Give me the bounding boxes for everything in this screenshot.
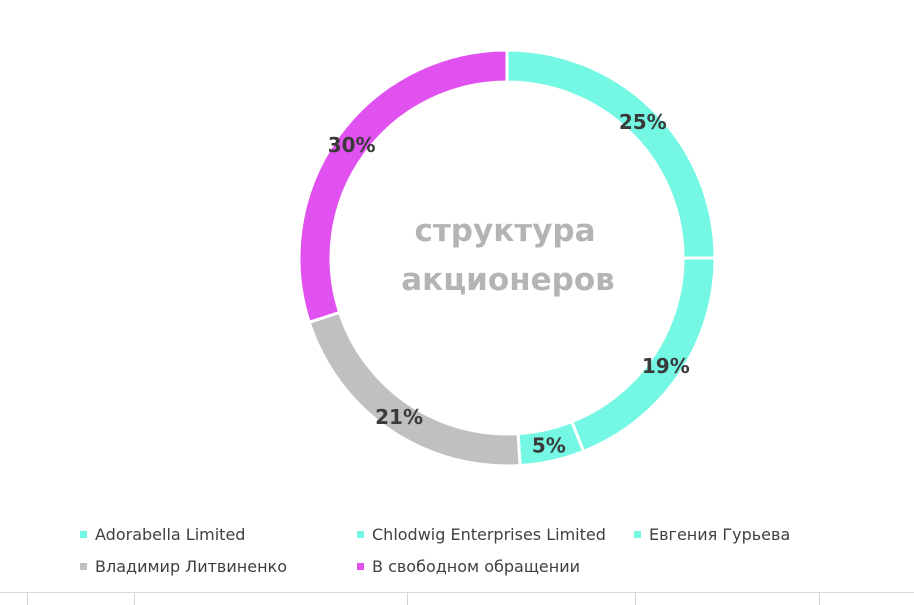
legend-item-adorabella[interactable]: Adorabella Limited	[80, 525, 245, 544]
column-divider	[635, 593, 636, 605]
legend-swatch	[80, 531, 87, 538]
legend-item-free-float[interactable]: В свободном обращении	[357, 557, 580, 576]
column-divider	[134, 593, 135, 605]
center-title-line-1: структура	[414, 213, 595, 249]
slice-label-3: 21%	[375, 405, 423, 429]
slice-3[interactable]	[307, 310, 522, 468]
legend-swatch	[357, 563, 364, 570]
slice-label-2: 5%	[532, 433, 566, 457]
legend-label: Adorabella Limited	[95, 525, 246, 544]
column-divider	[27, 593, 28, 605]
slice-label-4: 30%	[328, 133, 376, 157]
slice-labels: 25% 19% 5% 21% 30%	[328, 110, 690, 457]
legend-item-guryeva[interactable]: Евгения Гурьева	[634, 525, 790, 544]
legend-swatch	[357, 531, 364, 538]
slice-label-1: 19%	[642, 354, 690, 378]
legend-label: В свободном обращении	[372, 557, 580, 576]
slice-label-0: 25%	[619, 110, 667, 134]
legend-item-litvinenko[interactable]: Владимир Литвиненко	[80, 557, 287, 576]
legend-label: Владимир Литвиненко	[95, 557, 287, 576]
spreadsheet-gridline	[0, 592, 914, 605]
legend-swatch	[80, 563, 87, 570]
legend: Adorabella Limited Chlodwig Enterprises …	[0, 520, 914, 584]
column-divider	[407, 593, 408, 605]
legend-label: Chlodwig Enterprises Limited	[372, 525, 606, 544]
center-title-line-2: акционеров	[401, 262, 615, 298]
slice-4[interactable]	[297, 48, 509, 325]
doughnut-slices	[297, 48, 717, 468]
legend-swatch	[634, 531, 641, 538]
column-divider	[819, 593, 820, 605]
legend-label: Евгения Гурьева	[649, 525, 791, 544]
legend-item-chlodwig[interactable]: Chlodwig Enterprises Limited	[357, 525, 606, 544]
doughnut-chart: 25% 19% 5% 21% 30% структура акционеров	[297, 48, 717, 468]
